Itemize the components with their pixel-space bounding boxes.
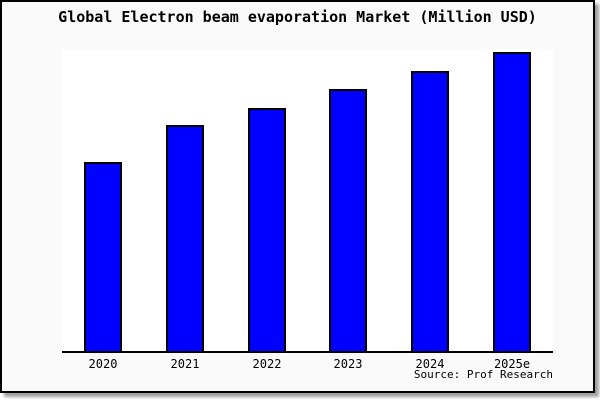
x-tick-label-2020: 2020 (88, 357, 118, 371)
bar-2020 (84, 162, 122, 351)
chart-title: Global Electron beam evaporation Market … (58, 8, 537, 26)
bar-2022 (248, 108, 286, 351)
x-axis-line (62, 351, 553, 353)
x-tick-label-2025e: 2025e (493, 357, 531, 371)
bar-2025e (493, 52, 531, 351)
chart-card: Global Electron beam evaporation Market … (0, 0, 595, 393)
bar-2023 (329, 89, 367, 351)
source-note: Source: Prof Research (413, 368, 553, 381)
bar-2024 (411, 71, 449, 351)
x-tick-label-2022: 2022 (252, 357, 282, 371)
bar-2021 (166, 125, 204, 351)
x-tick-label-2024: 2024 (415, 357, 445, 371)
x-tick-label-2021: 2021 (170, 357, 200, 371)
plot-area (62, 49, 553, 351)
x-tick-label-2023: 2023 (333, 357, 363, 371)
